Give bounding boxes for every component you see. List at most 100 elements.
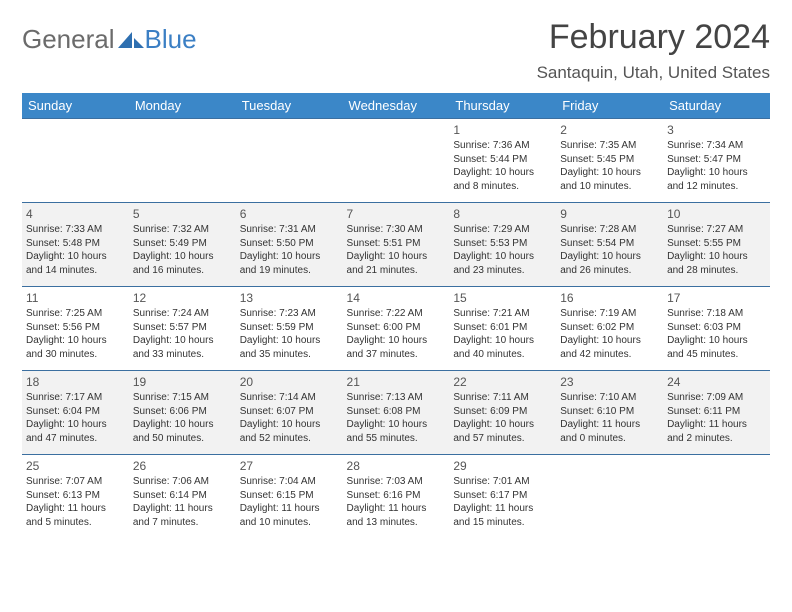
calendar-cell: 2Sunrise: 7:35 AMSunset: 5:45 PMDaylight… bbox=[556, 119, 663, 203]
sunset-line: Sunset: 6:02 PM bbox=[560, 321, 659, 335]
calendar-cell: 12Sunrise: 7:24 AMSunset: 5:57 PMDayligh… bbox=[129, 287, 236, 371]
sunset-line: Sunset: 6:14 PM bbox=[133, 489, 232, 503]
day-header: Friday bbox=[556, 93, 663, 119]
daylight-line: Daylight: 10 hours and 55 minutes. bbox=[347, 418, 446, 445]
sunrise-line: Sunrise: 7:32 AM bbox=[133, 223, 232, 237]
daylight-line: Daylight: 10 hours and 35 minutes. bbox=[240, 334, 339, 361]
day-number: 14 bbox=[347, 290, 446, 306]
day-number: 28 bbox=[347, 458, 446, 474]
calendar-cell: 26Sunrise: 7:06 AMSunset: 6:14 PMDayligh… bbox=[129, 455, 236, 539]
day-number: 23 bbox=[560, 374, 659, 390]
daylight-line: Daylight: 10 hours and 57 minutes. bbox=[453, 418, 552, 445]
calendar-cell: 27Sunrise: 7:04 AMSunset: 6:15 PMDayligh… bbox=[236, 455, 343, 539]
sunset-line: Sunset: 6:11 PM bbox=[667, 405, 766, 419]
daylight-line: Daylight: 11 hours and 10 minutes. bbox=[240, 502, 339, 529]
sunset-line: Sunset: 5:44 PM bbox=[453, 153, 552, 167]
day-number: 24 bbox=[667, 374, 766, 390]
sunrise-line: Sunrise: 7:36 AM bbox=[453, 139, 552, 153]
sunset-line: Sunset: 5:57 PM bbox=[133, 321, 232, 335]
daylight-line: Daylight: 10 hours and 33 minutes. bbox=[133, 334, 232, 361]
sunrise-line: Sunrise: 7:17 AM bbox=[26, 391, 125, 405]
sunrise-line: Sunrise: 7:31 AM bbox=[240, 223, 339, 237]
calendar-table: SundayMondayTuesdayWednesdayThursdayFrid… bbox=[22, 93, 770, 539]
sunrise-line: Sunrise: 7:22 AM bbox=[347, 307, 446, 321]
daylight-line: Daylight: 10 hours and 47 minutes. bbox=[26, 418, 125, 445]
calendar-cell: 8Sunrise: 7:29 AMSunset: 5:53 PMDaylight… bbox=[449, 203, 556, 287]
sunrise-line: Sunrise: 7:34 AM bbox=[667, 139, 766, 153]
daylight-line: Daylight: 10 hours and 26 minutes. bbox=[560, 250, 659, 277]
logo-word-general: General bbox=[22, 24, 115, 55]
day-number: 18 bbox=[26, 374, 125, 390]
logo-sail-icon bbox=[118, 30, 144, 50]
sunrise-line: Sunrise: 7:06 AM bbox=[133, 475, 232, 489]
sunrise-line: Sunrise: 7:03 AM bbox=[347, 475, 446, 489]
daylight-line: Daylight: 10 hours and 28 minutes. bbox=[667, 250, 766, 277]
daylight-line: Daylight: 10 hours and 45 minutes. bbox=[667, 334, 766, 361]
daylight-line: Daylight: 10 hours and 40 minutes. bbox=[453, 334, 552, 361]
sunrise-line: Sunrise: 7:10 AM bbox=[560, 391, 659, 405]
daylight-line: Daylight: 10 hours and 42 minutes. bbox=[560, 334, 659, 361]
daylight-line: Daylight: 10 hours and 23 minutes. bbox=[453, 250, 552, 277]
sunset-line: Sunset: 5:47 PM bbox=[667, 153, 766, 167]
calendar-cell bbox=[343, 119, 450, 203]
day-number: 17 bbox=[667, 290, 766, 306]
daylight-line: Daylight: 11 hours and 5 minutes. bbox=[26, 502, 125, 529]
page-title: February 2024 bbox=[537, 18, 770, 57]
calendar-cell bbox=[236, 119, 343, 203]
daylight-line: Daylight: 11 hours and 0 minutes. bbox=[560, 418, 659, 445]
daylight-line: Daylight: 10 hours and 52 minutes. bbox=[240, 418, 339, 445]
daylight-line: Daylight: 11 hours and 2 minutes. bbox=[667, 418, 766, 445]
daylight-line: Daylight: 10 hours and 14 minutes. bbox=[26, 250, 125, 277]
day-number: 5 bbox=[133, 206, 232, 222]
day-number: 8 bbox=[453, 206, 552, 222]
sunset-line: Sunset: 6:07 PM bbox=[240, 405, 339, 419]
calendar-cell: 25Sunrise: 7:07 AMSunset: 6:13 PMDayligh… bbox=[22, 455, 129, 539]
sunrise-line: Sunrise: 7:29 AM bbox=[453, 223, 552, 237]
daylight-line: Daylight: 10 hours and 12 minutes. bbox=[667, 166, 766, 193]
calendar-cell bbox=[22, 119, 129, 203]
calendar-cell: 22Sunrise: 7:11 AMSunset: 6:09 PMDayligh… bbox=[449, 371, 556, 455]
day-number: 22 bbox=[453, 374, 552, 390]
sunrise-line: Sunrise: 7:23 AM bbox=[240, 307, 339, 321]
calendar-cell: 21Sunrise: 7:13 AMSunset: 6:08 PMDayligh… bbox=[343, 371, 450, 455]
calendar-cell: 17Sunrise: 7:18 AMSunset: 6:03 PMDayligh… bbox=[663, 287, 770, 371]
day-number: 4 bbox=[26, 206, 125, 222]
day-number: 27 bbox=[240, 458, 339, 474]
day-number: 12 bbox=[133, 290, 232, 306]
sunset-line: Sunset: 5:59 PM bbox=[240, 321, 339, 335]
sunset-line: Sunset: 6:09 PM bbox=[453, 405, 552, 419]
sunrise-line: Sunrise: 7:14 AM bbox=[240, 391, 339, 405]
calendar-cell: 6Sunrise: 7:31 AMSunset: 5:50 PMDaylight… bbox=[236, 203, 343, 287]
calendar-cell: 15Sunrise: 7:21 AMSunset: 6:01 PMDayligh… bbox=[449, 287, 556, 371]
calendar-cell: 23Sunrise: 7:10 AMSunset: 6:10 PMDayligh… bbox=[556, 371, 663, 455]
sunset-line: Sunset: 5:54 PM bbox=[560, 237, 659, 251]
sunrise-line: Sunrise: 7:25 AM bbox=[26, 307, 125, 321]
sunrise-line: Sunrise: 7:19 AM bbox=[560, 307, 659, 321]
day-number: 25 bbox=[26, 458, 125, 474]
day-number: 29 bbox=[453, 458, 552, 474]
sunset-line: Sunset: 5:50 PM bbox=[240, 237, 339, 251]
calendar-cell: 7Sunrise: 7:30 AMSunset: 5:51 PMDaylight… bbox=[343, 203, 450, 287]
calendar-cell: 9Sunrise: 7:28 AMSunset: 5:54 PMDaylight… bbox=[556, 203, 663, 287]
day-number: 11 bbox=[26, 290, 125, 306]
sunrise-line: Sunrise: 7:09 AM bbox=[667, 391, 766, 405]
sunrise-line: Sunrise: 7:07 AM bbox=[26, 475, 125, 489]
calendar-cell bbox=[556, 455, 663, 539]
calendar-cell: 18Sunrise: 7:17 AMSunset: 6:04 PMDayligh… bbox=[22, 371, 129, 455]
calendar-cell: 13Sunrise: 7:23 AMSunset: 5:59 PMDayligh… bbox=[236, 287, 343, 371]
daylight-line: Daylight: 11 hours and 15 minutes. bbox=[453, 502, 552, 529]
sunset-line: Sunset: 6:01 PM bbox=[453, 321, 552, 335]
sunset-line: Sunset: 6:04 PM bbox=[26, 405, 125, 419]
calendar-cell: 28Sunrise: 7:03 AMSunset: 6:16 PMDayligh… bbox=[343, 455, 450, 539]
daylight-line: Daylight: 10 hours and 50 minutes. bbox=[133, 418, 232, 445]
daylight-line: Daylight: 10 hours and 21 minutes. bbox=[347, 250, 446, 277]
calendar-cell: 16Sunrise: 7:19 AMSunset: 6:02 PMDayligh… bbox=[556, 287, 663, 371]
sunrise-line: Sunrise: 7:27 AM bbox=[667, 223, 766, 237]
day-number: 6 bbox=[240, 206, 339, 222]
day-number: 26 bbox=[133, 458, 232, 474]
day-number: 7 bbox=[347, 206, 446, 222]
location-subtitle: Santaquin, Utah, United States bbox=[537, 63, 770, 83]
day-header: Saturday bbox=[663, 93, 770, 119]
daylight-line: Daylight: 10 hours and 8 minutes. bbox=[453, 166, 552, 193]
sunrise-line: Sunrise: 7:21 AM bbox=[453, 307, 552, 321]
